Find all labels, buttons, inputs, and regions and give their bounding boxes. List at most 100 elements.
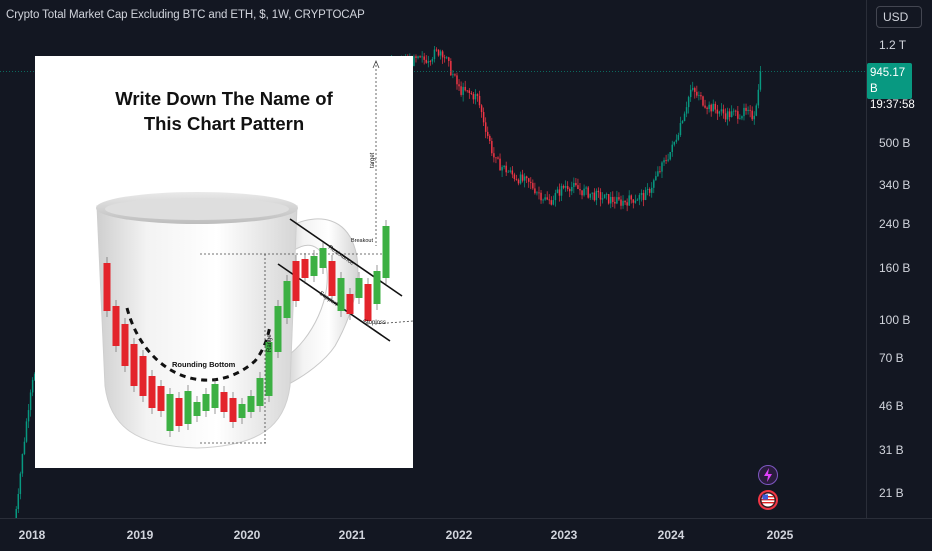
candle-body <box>593 192 596 201</box>
candle-body <box>673 141 676 145</box>
pattern-candle <box>229 398 237 422</box>
pattern-candle <box>301 259 309 278</box>
pattern-candle <box>193 402 201 416</box>
candle-body <box>622 200 624 206</box>
candle-body <box>462 86 464 95</box>
candle-body <box>540 192 542 201</box>
candle-body <box>716 109 719 114</box>
candle-body <box>493 153 495 158</box>
resistance-line <box>289 218 403 297</box>
candle-body <box>542 199 544 201</box>
target-label: target <box>370 152 376 168</box>
y-tick: 70 B <box>879 351 904 365</box>
candle-body <box>720 109 723 112</box>
candle-body <box>583 188 585 196</box>
pattern-candle <box>364 284 372 321</box>
candle-body <box>597 190 600 193</box>
candle-body <box>739 118 741 120</box>
range-label: Range <box>267 334 273 352</box>
candle-body <box>450 60 452 76</box>
candle-body <box>741 116 743 119</box>
candle-body <box>708 104 710 109</box>
bar-countdown: 19:37:58 <box>870 99 915 111</box>
candle-body <box>521 174 524 181</box>
y-tick: 100 B <box>879 313 911 327</box>
candle-body <box>603 194 606 199</box>
candle-body <box>667 159 669 161</box>
candle-body <box>27 410 30 422</box>
candle-body <box>417 56 419 58</box>
candle-body <box>589 193 591 198</box>
pattern-candle <box>130 344 138 386</box>
candle-body <box>425 59 427 63</box>
currency-selector[interactable]: USD <box>876 6 922 28</box>
candle-body <box>730 111 733 118</box>
candle-body <box>618 197 620 200</box>
x-tick: 2025 <box>766 528 794 542</box>
candle-body <box>609 196 612 204</box>
candle-body <box>675 139 678 142</box>
candle-body <box>710 104 712 112</box>
candle-body <box>482 112 485 123</box>
pattern-candle <box>319 248 327 268</box>
rounding-bottom-label: Rounding Bottom <box>172 360 236 369</box>
time-axis[interactable]: 2018 2019 2020 2021 2022 2023 2024 2025 <box>0 518 932 551</box>
candle-body <box>527 178 530 182</box>
candle-body <box>472 93 475 100</box>
candle-body <box>523 176 526 181</box>
pattern-question-line2: This Chart Pattern <box>143 113 305 134</box>
us-flag-icon[interactable] <box>758 490 778 510</box>
candle-body <box>550 200 553 205</box>
x-tick: 2018 <box>18 528 46 542</box>
candle-body <box>435 49 438 51</box>
flash-icon[interactable] <box>758 465 778 485</box>
rounding-bottom-curve <box>125 307 272 382</box>
candle-body <box>454 74 456 76</box>
candle-body <box>632 199 635 203</box>
last-price-label: 945.17 B 19:37:58 <box>867 63 915 111</box>
candle-body <box>628 195 630 206</box>
candle-body <box>573 183 575 187</box>
pattern-candle <box>274 306 282 352</box>
pattern-question-line1: Write Down The Name of <box>115 88 333 109</box>
candle-body <box>718 111 721 114</box>
pattern-candle <box>292 261 300 301</box>
pattern-candle <box>184 391 192 424</box>
candle-body <box>29 392 32 411</box>
candle-body <box>696 91 698 96</box>
candle-body <box>445 57 448 59</box>
symbol-title[interactable]: Crypto Total Market Cap Excluding BTC an… <box>6 9 365 21</box>
y-tick: 21 B <box>879 486 904 500</box>
candle-body <box>577 185 579 190</box>
chart-pattern-image: Write Down The Name of This Chart Patter… <box>35 56 413 468</box>
x-tick: 2023 <box>550 528 578 542</box>
candle-body <box>607 194 610 204</box>
pattern-candle <box>337 278 345 311</box>
pattern-candle <box>103 263 111 311</box>
candle-body <box>413 56 415 66</box>
candle-body <box>423 56 425 60</box>
pattern-candle <box>121 324 129 366</box>
pattern-candle <box>247 396 255 412</box>
candle-body <box>443 57 446 59</box>
candle-body <box>501 167 503 171</box>
candle-body <box>519 174 522 184</box>
candle-body <box>556 189 559 193</box>
candle-body <box>745 107 747 111</box>
candle-body <box>681 121 684 124</box>
candle-body <box>605 194 608 195</box>
candle-body <box>478 95 481 106</box>
y-tick: 240 B <box>879 217 911 231</box>
candle-body <box>624 200 626 203</box>
candle-body <box>571 186 573 192</box>
candle-body <box>31 379 34 393</box>
candle-body <box>536 192 538 194</box>
x-tick: 2022 <box>445 528 473 542</box>
candle-body <box>665 160 667 162</box>
candle-body <box>429 61 432 63</box>
candle-body <box>757 89 760 106</box>
candle-body <box>735 110 737 112</box>
candle-body <box>503 165 505 168</box>
x-tick: 2024 <box>657 528 685 542</box>
pattern-candle <box>166 394 174 431</box>
